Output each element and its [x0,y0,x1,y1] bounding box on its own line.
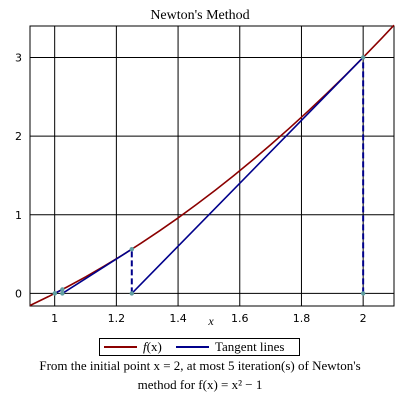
tangent-line [61,248,133,295]
curve-point [129,246,134,252]
x-axis-label: x [207,314,214,328]
curve-point [52,291,57,296]
tick-labels: 1 1.2 1.4 1.6 1.8 2 0 1 2 3 [15,51,367,325]
legend-swatch-tangent [176,346,209,348]
x-tick-label: 2 [360,312,367,325]
legend-label-tangent: Tangent lines [215,339,285,354]
y-tick-label: 3 [15,51,22,64]
plot-frame [29,25,395,307]
x-tick-label: 1.4 [169,312,187,325]
legend-label-fx: f(x) [143,339,162,354]
y-tick-label: 1 [15,209,22,222]
legend: f(x) Tangent lines [99,338,300,356]
x-tick-label: 1.8 [293,312,311,325]
caption: From the initial point x = 2, at most 5 … [0,356,400,394]
chart-title: Newton's Method [150,8,249,23]
x-tick-label: 1 [51,312,58,325]
fx-curve [29,24,395,307]
legend-item-fx: f(x) [104,339,162,355]
y-tick-label: 0 [15,287,22,300]
y-tick-label: 2 [15,130,22,143]
axes [29,25,395,307]
legend-swatch-fx [104,346,137,348]
curve-point [360,55,366,60]
tangent-line [131,56,364,294]
curve-point [60,287,65,292]
caption-line-2: method for f(x) = x² − 1 [137,377,263,392]
iterate-point [360,291,366,296]
x-tick-label: 1.2 [108,312,126,325]
legend-item-tangent: Tangent lines [176,339,285,355]
caption-line-1: From the initial point x = 2, at most 5 … [39,358,361,373]
plot-marks [29,24,395,307]
grid [30,26,394,306]
x-tick-label: 1.6 [231,312,249,325]
iterate-point [129,291,134,296]
iterate-point [60,291,65,296]
